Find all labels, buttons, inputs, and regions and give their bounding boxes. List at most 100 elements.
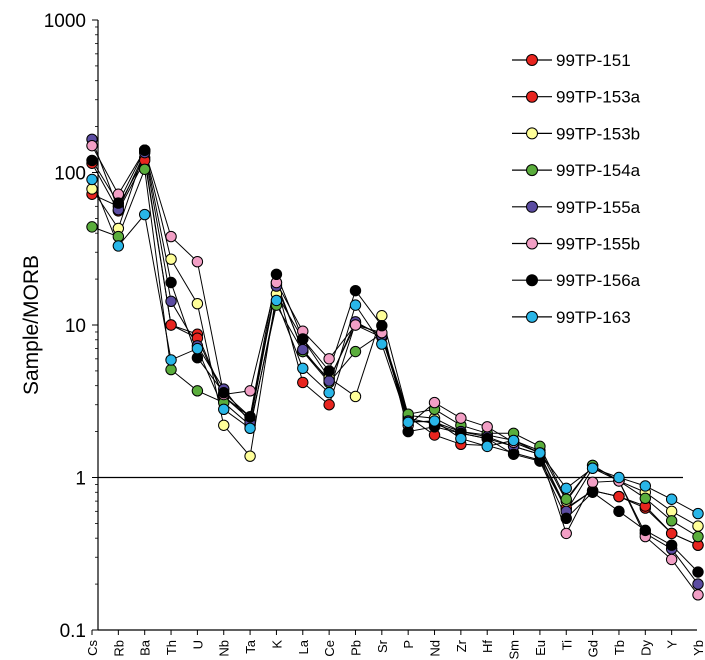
legend-label: 99TP-163 <box>556 308 631 327</box>
data-point-99TP-154a-Dy <box>639 492 652 505</box>
data-point-99TP-154a-Pb <box>349 345 362 358</box>
data-point-99TP-155b-Y <box>665 553 678 566</box>
data-point-99TP-163-Pb <box>349 299 362 311</box>
data-point-99TP-163-Ti <box>560 482 572 494</box>
legend-marker <box>526 164 538 177</box>
legend-label: 99TP-154a <box>556 161 641 180</box>
x-tick-label: Ti <box>559 640 574 650</box>
x-tick-label: Dy <box>638 640 653 656</box>
legend-label: 99TP-153a <box>556 88 641 107</box>
legend-marker <box>526 90 538 103</box>
data-point-99TP-163-Hf <box>481 440 493 453</box>
data-point-99TP-156a-Cs <box>86 154 98 167</box>
data-point-99TP-156a-Ta <box>244 411 256 423</box>
x-tick-label: Ta <box>243 639 258 654</box>
x-tick-label: Pb <box>348 640 363 656</box>
x-tick-label: Eu <box>533 640 548 656</box>
y-tick-label: 1000 <box>44 11 86 32</box>
x-tick-label: Nb <box>217 640 232 657</box>
data-point-99TP-163-Yb <box>692 507 704 520</box>
data-point-99TP-163-Sr <box>376 338 388 350</box>
x-tick-label: Ba <box>138 639 153 656</box>
data-point-99TP-156a-Ce <box>323 365 335 377</box>
data-point-99TP-154a-Yb <box>692 530 704 543</box>
data-point-99TP-153a-Th <box>165 319 177 331</box>
series-line-99TP-163 <box>91 179 699 515</box>
data-point-99TP-155a-La <box>297 343 309 356</box>
data-point-99TP-155b-Th <box>165 230 177 243</box>
data-point-99TP-154a-Y <box>665 515 678 527</box>
data-point-99TP-151-Ce <box>323 399 335 411</box>
series-group <box>86 133 704 601</box>
data-point-99TP-163-P <box>402 416 414 429</box>
data-point-99TP-155b-Gd <box>586 476 599 489</box>
data-point-99TP-155b-Zr <box>455 412 467 424</box>
data-point-99TP-156a-Yb <box>692 566 704 578</box>
legend-label: 99TP-155b <box>556 235 640 254</box>
data-point-99TP-153b-Nb <box>218 419 230 431</box>
data-point-99TP-153b-Cs <box>86 183 98 195</box>
x-tick-label: Sr <box>375 639 390 653</box>
data-point-99TP-156a-Rb <box>112 197 125 209</box>
data-point-99TP-151-La <box>297 376 309 389</box>
data-point-99TP-154a-U <box>191 385 204 397</box>
data-point-99TP-153b-Ta <box>244 450 256 462</box>
x-tick-label: Yb <box>691 640 705 656</box>
data-point-99TP-154a-Th <box>165 363 177 376</box>
x-tick-label: U <box>190 640 205 649</box>
data-point-99TP-156a-Dy <box>639 524 652 537</box>
data-point-99TP-153b-Th <box>165 253 177 265</box>
data-point-99TP-155b-Ta <box>244 385 256 397</box>
legend: 99TP-151 99TP-153a 99TP-153b 99TP-154a 99TP-… <box>512 51 641 327</box>
data-point-99TP-163-Y <box>665 493 678 505</box>
data-point-99TP-155b-Nd <box>428 396 441 409</box>
data-point-99TP-155b-Yb <box>692 589 704 601</box>
data-point-99TP-153a-Tb <box>613 490 625 503</box>
data-point-99TP-163-K <box>270 294 283 307</box>
series-line-99TP-153a <box>91 158 699 546</box>
data-point-99TP-155b-U <box>191 256 204 268</box>
legend-marker <box>526 310 538 323</box>
legend-marker <box>526 200 538 213</box>
legend-marker <box>526 237 538 250</box>
data-point-99TP-156a-Sr <box>376 319 388 332</box>
y-ticks: 0.1 1 10 100 1000 <box>44 11 98 642</box>
data-point-99TP-153b-Y <box>665 505 678 518</box>
data-point-99TP-154a-Rb <box>112 230 125 243</box>
data-point-99TP-155b-Ce <box>323 353 335 365</box>
x-tick-label: Gd <box>586 640 601 657</box>
data-point-99TP-156a-Pb <box>349 284 362 297</box>
data-point-99TP-153b-Yb <box>692 520 704 532</box>
data-point-99TP-156a-La <box>297 333 309 345</box>
data-point-99TP-153b-U <box>191 297 204 310</box>
data-point-99TP-163-Cs <box>86 173 98 186</box>
data-point-99TP-163-Nd <box>428 415 441 427</box>
data-point-99TP-156a-K <box>270 268 283 281</box>
legend-marker <box>526 54 538 66</box>
data-point-99TP-155b-Pb <box>349 319 362 331</box>
data-point-99TP-163-Rb <box>112 240 125 252</box>
data-point-99TP-153b-Sr <box>376 310 388 322</box>
data-point-99TP-154a-Ti <box>560 493 572 505</box>
x-tick-label: Rb <box>111 640 126 657</box>
legend-label: 99TP-151 <box>556 51 631 70</box>
data-point-99TP-156a-Gd <box>586 486 599 498</box>
data-point-99TP-156a-Ti <box>560 512 572 525</box>
data-point-99TP-163-Gd <box>586 462 599 474</box>
x-tick-label: Hf <box>480 640 495 653</box>
legend-label: 99TP-156a <box>556 271 641 290</box>
data-point-99TP-156a-Sm <box>507 448 520 460</box>
x-tick-label: P <box>401 640 416 649</box>
legend-marker <box>526 274 538 287</box>
data-point-99TP-163-Sm <box>507 434 520 447</box>
data-point-99TP-163-Ta <box>244 422 256 435</box>
y-axis-label: Sample/MORB <box>20 255 43 395</box>
x-tick-label: Cs <box>85 640 100 656</box>
y-tick-label: 10 <box>65 316 86 337</box>
data-point-99TP-156a-Y <box>665 539 678 551</box>
data-point-99TP-153a-Y <box>665 527 678 540</box>
data-point-99TP-163-Zr <box>455 432 467 445</box>
data-point-99TP-155a-Ce <box>323 375 335 387</box>
data-point-99TP-156a-Nb <box>218 386 230 399</box>
